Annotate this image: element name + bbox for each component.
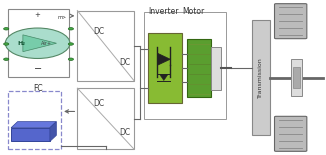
Text: DC: DC xyxy=(119,58,130,67)
Circle shape xyxy=(4,58,9,60)
Bar xyxy=(8,91,61,149)
Text: Inverter: Inverter xyxy=(148,7,179,16)
Bar xyxy=(77,11,134,81)
Bar xyxy=(252,20,270,135)
FancyBboxPatch shape xyxy=(274,4,307,39)
Circle shape xyxy=(68,28,73,30)
Circle shape xyxy=(5,28,70,58)
Circle shape xyxy=(68,58,73,60)
Polygon shape xyxy=(157,53,170,65)
Bar xyxy=(77,88,134,149)
Polygon shape xyxy=(23,35,56,52)
Bar xyxy=(290,59,302,96)
Text: +: + xyxy=(35,12,40,18)
Bar xyxy=(11,128,50,141)
Text: Air+: Air+ xyxy=(41,41,52,46)
FancyBboxPatch shape xyxy=(274,116,307,151)
Bar xyxy=(293,67,300,88)
Text: H₂: H₂ xyxy=(17,41,25,46)
Circle shape xyxy=(4,28,9,30)
Text: FC: FC xyxy=(34,84,43,93)
Circle shape xyxy=(4,43,9,45)
Text: Motor: Motor xyxy=(183,7,205,16)
Polygon shape xyxy=(160,74,168,81)
Bar xyxy=(8,9,69,78)
Text: DC: DC xyxy=(93,99,104,108)
Text: −: − xyxy=(34,64,42,74)
Text: m>: m> xyxy=(57,15,66,20)
Bar xyxy=(144,12,226,119)
Polygon shape xyxy=(50,122,56,141)
Bar xyxy=(187,39,212,97)
Bar xyxy=(148,33,182,103)
Text: DC: DC xyxy=(119,128,130,137)
Polygon shape xyxy=(11,122,56,128)
Text: Transmission: Transmission xyxy=(258,57,263,98)
Bar xyxy=(212,47,221,90)
Circle shape xyxy=(68,43,73,45)
Text: DC: DC xyxy=(93,27,104,36)
